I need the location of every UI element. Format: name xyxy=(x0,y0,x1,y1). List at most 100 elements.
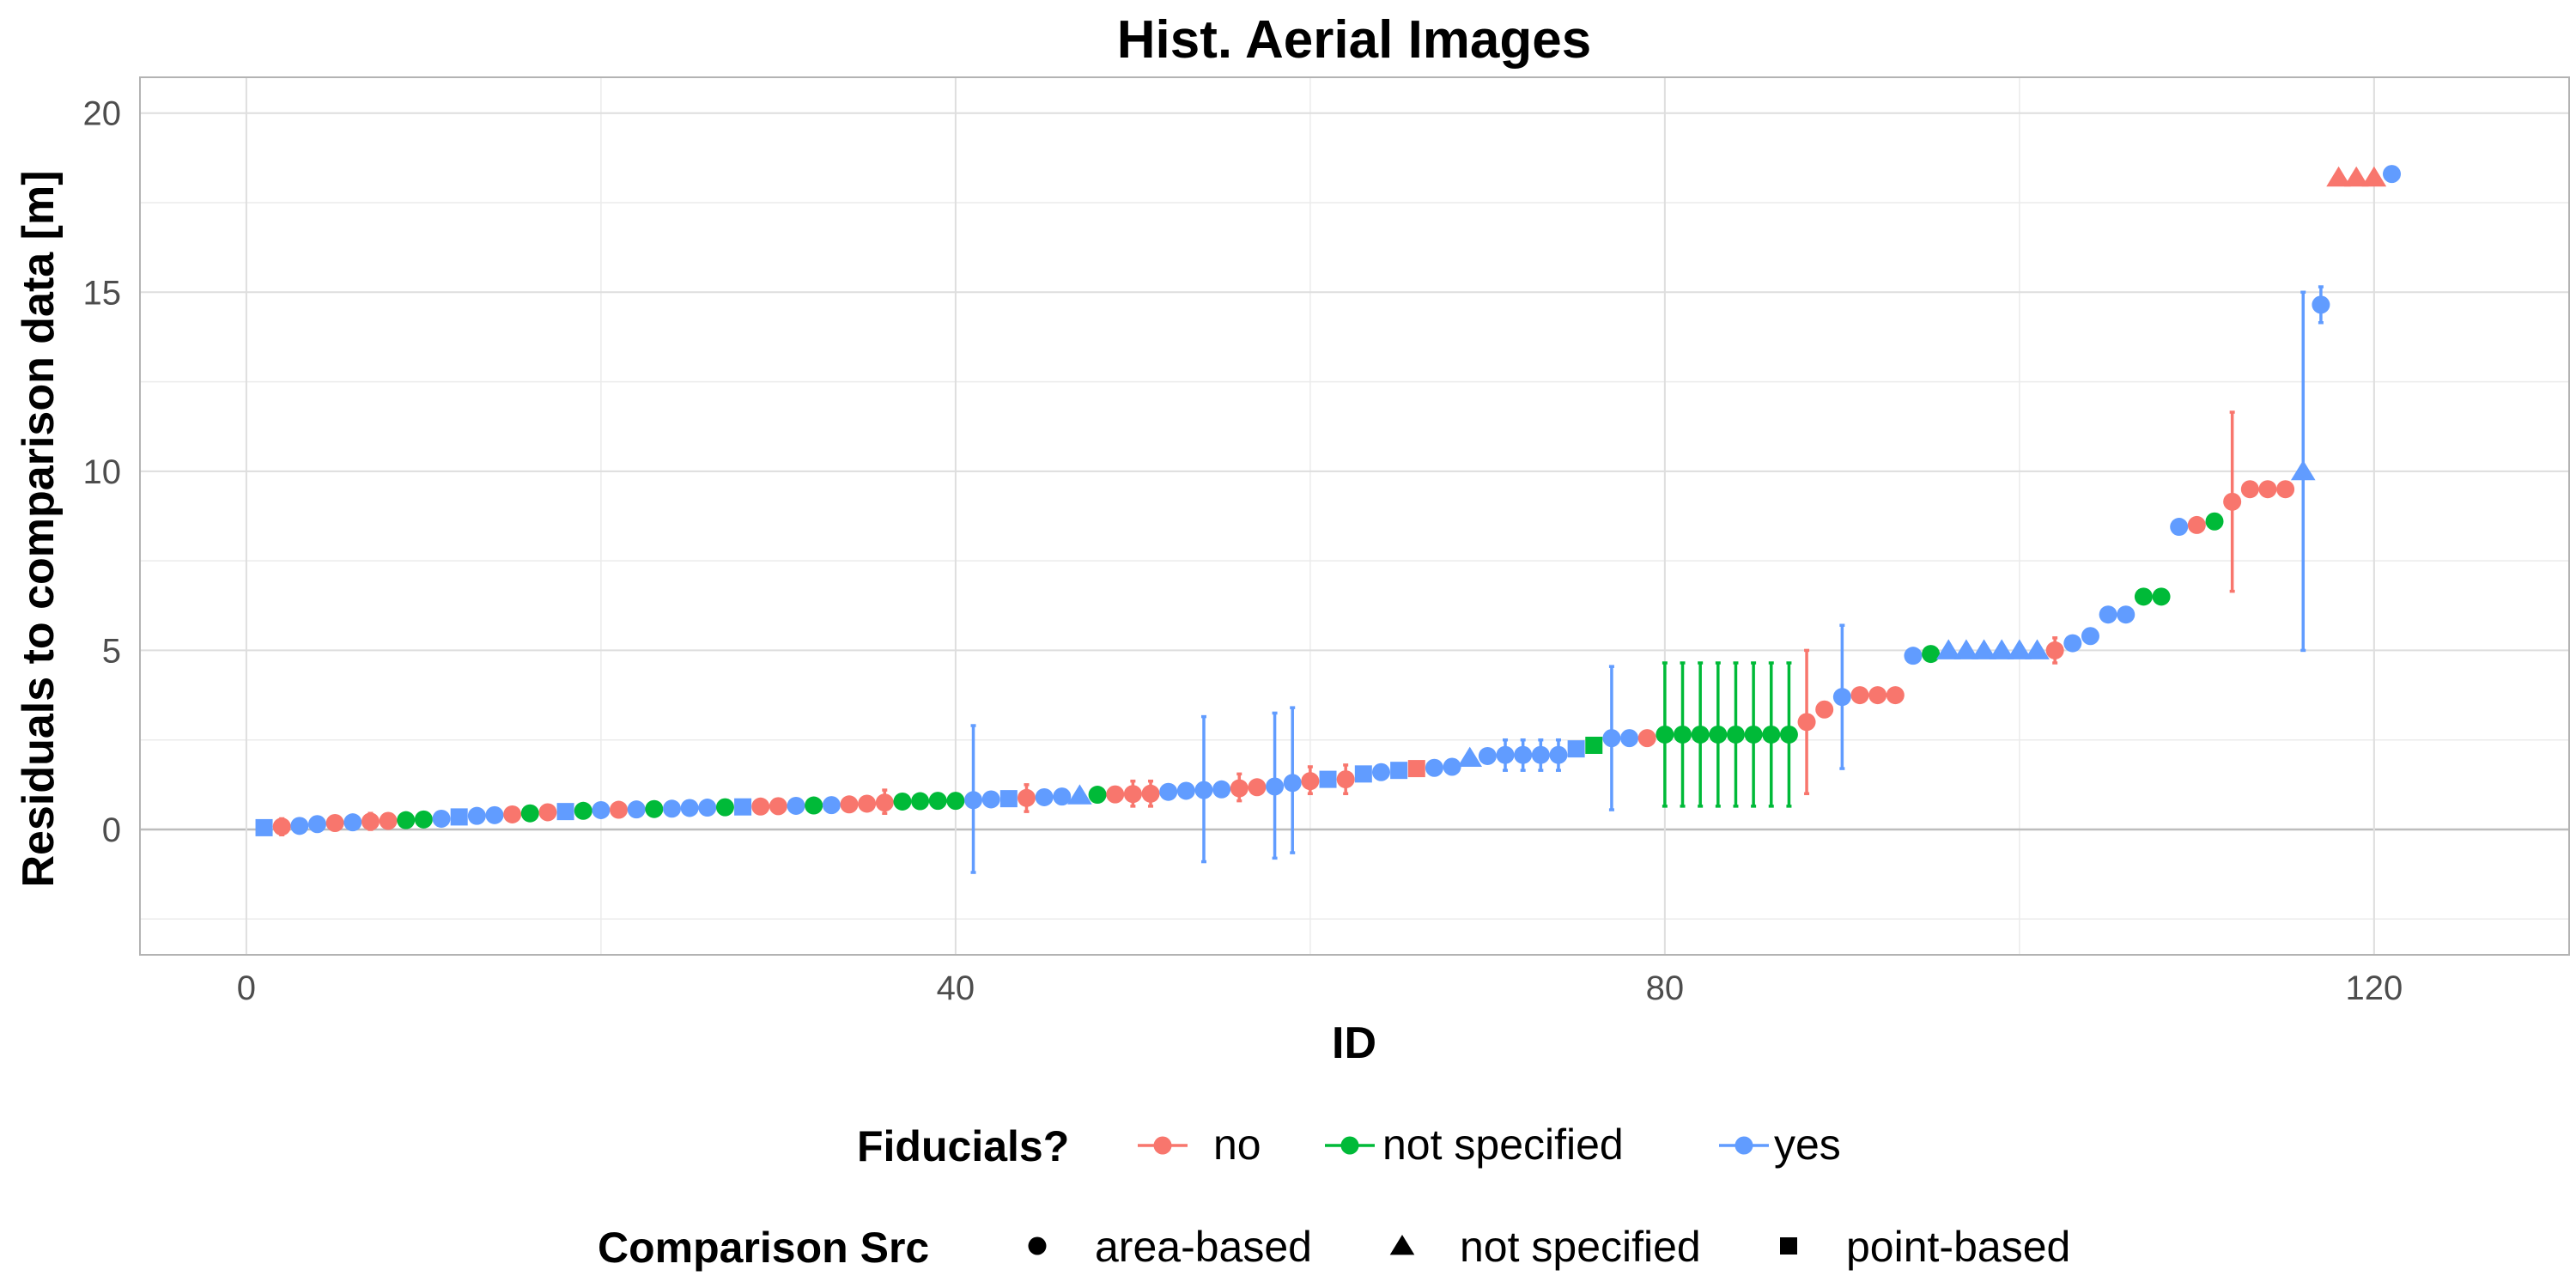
legend-shape-key-circle-icon xyxy=(1028,1236,1047,1255)
data-point xyxy=(2007,639,2032,659)
data-point xyxy=(1656,725,1674,744)
y-tick-label: 15 xyxy=(83,274,122,312)
data-point xyxy=(734,798,752,816)
x-tick-label: 80 xyxy=(1646,969,1685,1007)
data-point xyxy=(307,815,326,834)
data-point xyxy=(397,811,416,829)
data-point xyxy=(1989,639,2014,659)
data-point xyxy=(928,792,947,811)
data-point xyxy=(538,803,557,822)
x-tick-label: 40 xyxy=(937,969,975,1007)
data-point xyxy=(1425,758,1443,777)
data-point xyxy=(805,796,823,815)
data-point xyxy=(1088,786,1107,805)
panel-border xyxy=(139,76,2570,956)
data-point xyxy=(1496,745,1515,764)
data-point xyxy=(361,812,380,831)
data-point xyxy=(1935,639,1961,659)
data-point xyxy=(432,809,451,828)
y-tick-label: 10 xyxy=(83,453,122,491)
data-point xyxy=(414,810,433,829)
data-point xyxy=(1159,782,1178,801)
data-point xyxy=(2343,166,2369,187)
data-point xyxy=(325,813,344,832)
data-point xyxy=(379,811,398,830)
data-point xyxy=(1585,736,1603,754)
data-point xyxy=(2045,641,2064,659)
data-point xyxy=(1762,725,1781,744)
data-point xyxy=(1709,725,1728,744)
data-point xyxy=(290,817,309,835)
y-axis-ticks: 0 5 10 15 20 xyxy=(83,95,122,849)
data-point xyxy=(627,800,646,819)
data-point xyxy=(1176,781,1195,800)
legend-shape-label: point-based xyxy=(1846,1223,2070,1271)
data-point xyxy=(2170,518,2189,537)
data-point xyxy=(1106,785,1125,804)
data-point xyxy=(1971,639,1996,659)
data-point xyxy=(822,796,841,815)
legend-color-label: no xyxy=(1213,1121,1261,1169)
legend-shape-key-square-icon xyxy=(1780,1237,1797,1255)
data-point xyxy=(1266,777,1285,796)
legend-shape-key-triangle-icon xyxy=(1389,1235,1415,1255)
data-point xyxy=(610,800,629,819)
data-point xyxy=(592,800,611,819)
x-axis-title: ID xyxy=(1332,1018,1376,1068)
data-point xyxy=(1637,729,1656,748)
error-bars xyxy=(279,285,2324,874)
x-tick-label: 0 xyxy=(237,969,256,1007)
data-point xyxy=(769,797,787,816)
data-point xyxy=(1691,725,1710,744)
data-point xyxy=(911,792,930,811)
data-point xyxy=(556,803,574,821)
data-point xyxy=(1953,639,1979,659)
data-point xyxy=(2025,639,2050,659)
data-point xyxy=(715,798,734,817)
data-point xyxy=(2240,480,2259,499)
data-point xyxy=(272,817,291,836)
data-point xyxy=(1549,745,1568,764)
legend-color-key-not-specified xyxy=(1325,1136,1375,1155)
data-point xyxy=(2081,627,2099,646)
data-point xyxy=(2326,166,2351,187)
legend-comparison-src: Comparison Src area-based not specified po… xyxy=(598,1223,2070,1272)
data-point xyxy=(1301,772,1320,791)
data-point xyxy=(1354,765,1372,783)
data-point xyxy=(1319,770,1337,788)
legend-color-label: not specified xyxy=(1382,1121,1624,1169)
y-tick-label: 20 xyxy=(83,95,122,133)
data-point xyxy=(1230,779,1249,798)
data-point xyxy=(1035,787,1054,806)
legend-fiducials: Fiducials? no not specified yes xyxy=(857,1121,1841,1170)
data-point xyxy=(1141,784,1160,803)
data-point xyxy=(1674,725,1692,744)
data-point xyxy=(2290,459,2316,481)
data-point xyxy=(1390,762,1408,780)
y-tick-label: 0 xyxy=(102,811,121,849)
data-point xyxy=(981,790,1000,809)
data-point xyxy=(1067,784,1092,805)
data-point xyxy=(751,797,770,816)
data-point xyxy=(2187,515,2206,534)
data-point xyxy=(1868,686,1887,705)
legend-color-label: yes xyxy=(1774,1121,1841,1169)
data-point xyxy=(1726,725,1745,744)
data-point xyxy=(1371,762,1390,781)
data-point xyxy=(1283,774,1302,793)
data-point xyxy=(2063,634,2082,653)
data-point xyxy=(1850,686,1869,705)
data-point xyxy=(520,804,539,823)
data-point xyxy=(1457,746,1483,767)
data-point xyxy=(343,813,362,832)
data-point xyxy=(1194,781,1213,799)
data-point xyxy=(1620,729,1639,748)
data-point xyxy=(1815,700,1834,719)
data-point xyxy=(1336,770,1355,789)
data-point xyxy=(450,808,468,826)
data-point xyxy=(662,799,681,818)
data-point xyxy=(840,795,859,814)
legend-comparison-title: Comparison Src xyxy=(598,1224,929,1272)
data-points xyxy=(255,165,2402,836)
